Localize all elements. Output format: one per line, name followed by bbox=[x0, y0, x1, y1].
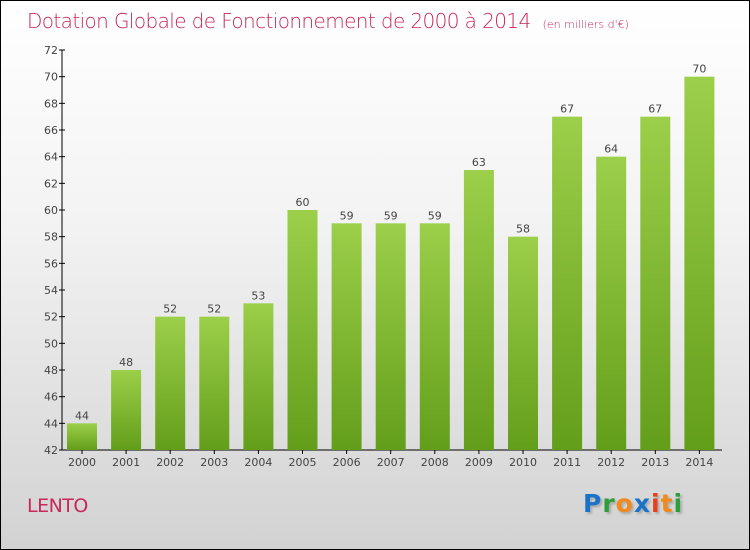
y-tick-label: 46 bbox=[44, 391, 58, 404]
x-tick-label: 2010 bbox=[509, 456, 537, 469]
title-text: Dotation Globale de Fonctionnement de 20… bbox=[27, 9, 531, 33]
data-label: 53 bbox=[251, 289, 265, 302]
bar bbox=[199, 316, 230, 450]
bar bbox=[552, 116, 583, 451]
y-tick-label: 68 bbox=[44, 97, 58, 110]
y-tick-label: 64 bbox=[44, 151, 58, 164]
logo-letter: i bbox=[673, 489, 684, 518]
y-tick-label: 56 bbox=[44, 257, 58, 270]
x-tick-label: 2013 bbox=[641, 456, 669, 469]
logo-letter: i bbox=[651, 489, 661, 518]
x-tick-label: 2007 bbox=[377, 456, 405, 469]
logo-letter: x bbox=[633, 489, 651, 518]
bar bbox=[684, 76, 715, 451]
y-tick-label: 60 bbox=[44, 204, 58, 217]
y-tick-label: 58 bbox=[44, 231, 58, 244]
bar bbox=[463, 170, 494, 450]
logo-letter: r bbox=[602, 489, 616, 518]
city-name: LENTO bbox=[27, 495, 88, 517]
y-tick-label: 52 bbox=[44, 311, 58, 324]
x-tick-label: 2004 bbox=[244, 456, 272, 469]
x-tick-label: 2012 bbox=[597, 456, 625, 469]
bar bbox=[596, 156, 627, 450]
data-label: 59 bbox=[340, 209, 354, 222]
bar bbox=[331, 223, 362, 450]
y-tick-label: 62 bbox=[44, 177, 58, 190]
y-tick-label: 72 bbox=[44, 44, 58, 57]
data-label: 63 bbox=[472, 156, 486, 169]
y-tick-label: 54 bbox=[44, 284, 58, 297]
chart-title: Dotation Globale de Fonctionnement de 20… bbox=[27, 9, 629, 33]
data-label: 58 bbox=[516, 223, 530, 236]
logo-letter: o bbox=[615, 489, 634, 518]
logo-letter: P bbox=[583, 489, 603, 518]
bar bbox=[508, 236, 538, 450]
data-label: 64 bbox=[604, 143, 618, 156]
x-tick-label: 2008 bbox=[421, 456, 449, 469]
x-tick-label: 2009 bbox=[465, 456, 493, 469]
data-label: 59 bbox=[384, 209, 398, 222]
bar bbox=[419, 223, 450, 450]
logo-letter: t bbox=[660, 489, 674, 518]
data-label: 60 bbox=[296, 196, 310, 209]
data-label: 67 bbox=[648, 103, 662, 116]
y-tick-label: 66 bbox=[44, 124, 58, 137]
bar bbox=[243, 303, 274, 450]
y-tick-label: 42 bbox=[44, 444, 58, 457]
y-tick-label: 50 bbox=[44, 337, 58, 350]
x-tick-label: 2002 bbox=[156, 456, 184, 469]
x-tick-label: 2011 bbox=[553, 456, 581, 469]
proxiti-logo: Proxiti bbox=[583, 489, 683, 518]
bar bbox=[155, 316, 186, 450]
bar bbox=[287, 210, 318, 450]
x-tick-label: 2014 bbox=[685, 456, 713, 469]
x-tick-label: 2003 bbox=[200, 456, 228, 469]
data-label: 67 bbox=[560, 103, 574, 116]
data-label: 59 bbox=[428, 209, 442, 222]
unit-label: (en milliers d'€) bbox=[542, 18, 629, 31]
bar bbox=[111, 370, 142, 450]
y-tick-label: 70 bbox=[44, 71, 58, 84]
y-tick-label: 44 bbox=[44, 417, 58, 430]
data-label: 70 bbox=[692, 63, 706, 76]
y-tick-label: 48 bbox=[44, 364, 58, 377]
x-tick-label: 2005 bbox=[289, 456, 317, 469]
bar bbox=[67, 423, 97, 450]
data-label: 52 bbox=[207, 303, 221, 316]
bar bbox=[640, 116, 671, 451]
x-tick-label: 2000 bbox=[68, 456, 96, 469]
bar bbox=[375, 223, 406, 450]
data-label: 52 bbox=[163, 303, 177, 316]
x-tick-label: 2006 bbox=[333, 456, 361, 469]
data-label: 44 bbox=[75, 409, 89, 422]
x-tick-label: 2001 bbox=[112, 456, 140, 469]
data-label: 48 bbox=[119, 356, 133, 369]
